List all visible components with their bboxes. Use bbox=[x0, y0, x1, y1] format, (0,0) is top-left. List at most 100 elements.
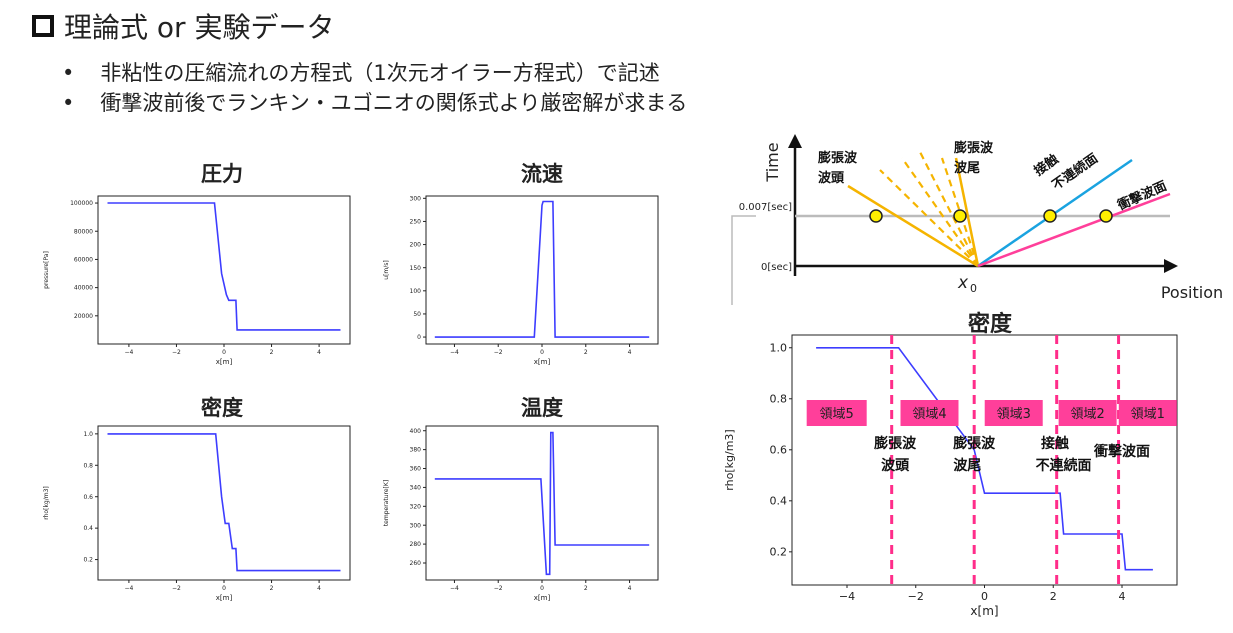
x-tick-label: −2 bbox=[494, 585, 503, 592]
y-tick-label: 0.8 bbox=[770, 393, 788, 406]
t1-label: 0.007[sec] bbox=[739, 202, 792, 213]
y-tick-label: 260 bbox=[410, 560, 422, 567]
x-tick-label: −2 bbox=[908, 590, 924, 603]
head-label-2: 波頭 bbox=[818, 170, 845, 186]
x-tick-label: 0 bbox=[540, 585, 544, 592]
x-axis-label: x[m] bbox=[534, 358, 551, 366]
y-tick-label: 0 bbox=[417, 334, 421, 341]
intersection-point bbox=[1099, 209, 1113, 223]
chart-title-temperature: 温度 bbox=[521, 396, 563, 420]
series-line bbox=[107, 433, 341, 572]
series-line bbox=[434, 431, 650, 576]
bullet-item: • 衝撃波前後でランキン・ユゴニオの関係式より厳密解が求まる bbox=[62, 91, 688, 115]
region-label: 領域5 bbox=[820, 406, 854, 422]
annotation-label: 膨張波 bbox=[953, 435, 996, 452]
x-tick-label: −4 bbox=[450, 585, 459, 592]
y-tick-label: 0.2 bbox=[83, 557, 93, 564]
x-tick-label: 0 bbox=[540, 349, 544, 356]
expansion-fan-line bbox=[940, 157, 980, 267]
series-line bbox=[816, 346, 1153, 571]
density-detail-chart: −4 −2 0 2 4 0.2 0.4 0.6 0.8 1.0 x[m] rho[kg/m3] 領域5 領… bbox=[723, 334, 1178, 618]
time-arrow-icon bbox=[788, 134, 802, 148]
chart-title-pressure: 圧力 bbox=[201, 162, 243, 186]
y-tick-label: 1.0 bbox=[83, 431, 93, 438]
region-box bbox=[900, 400, 959, 426]
y-axis-label: rho[kg/m3] bbox=[723, 429, 736, 490]
expansion-fan-line bbox=[901, 157, 979, 267]
x-tick-label: 2 bbox=[1050, 590, 1057, 603]
y-axis-label: rho[kg/m3] bbox=[43, 486, 50, 519]
region-box bbox=[984, 400, 1043, 426]
x-axis-label: x[m] bbox=[970, 604, 998, 618]
y-axis-label: pressure[Pa] bbox=[43, 251, 50, 289]
slide-title-text: 理論式 or 実験データ bbox=[64, 11, 335, 44]
y-tick-label: 1.0 bbox=[770, 342, 788, 355]
chart-title-density: 密度 bbox=[201, 396, 243, 420]
x-tick-label: 4 bbox=[628, 349, 632, 356]
x-tick-label: −4 bbox=[839, 590, 855, 603]
y-tick-label: 300 bbox=[410, 195, 422, 202]
bullet-item: • 非粘性の圧縮流れの方程式（1次元オイラー方程式）で記述 bbox=[62, 61, 660, 85]
connector-line bbox=[731, 215, 756, 305]
x-tick-label: 4 bbox=[1119, 590, 1126, 603]
intersection-point bbox=[953, 209, 967, 223]
y-tick-label: 100000 bbox=[70, 200, 93, 207]
checkbox-square-icon bbox=[32, 15, 54, 37]
y-tick-label: 50 bbox=[413, 311, 421, 318]
x-tick-label: −4 bbox=[124, 349, 133, 356]
x-tick-label: 4 bbox=[317, 349, 321, 356]
region-label: 領域2 bbox=[1070, 406, 1104, 422]
x-tick-label: −4 bbox=[124, 585, 133, 592]
region-label: 領域1 bbox=[1131, 406, 1165, 422]
y-tick-label: 0.6 bbox=[770, 444, 788, 457]
expansion-fan-line bbox=[919, 151, 979, 267]
y-tick-label: 0.6 bbox=[83, 494, 93, 501]
tail-label-2: 波尾 bbox=[954, 160, 980, 176]
t0-label: 0[sec] bbox=[761, 262, 792, 273]
series-line bbox=[107, 202, 341, 331]
y-tick-label: 0.4 bbox=[770, 495, 788, 508]
series-line bbox=[434, 200, 650, 338]
bullet-list: • 非粘性の圧縮流れの方程式（1次元オイラー方程式）で記述 • 衝撃波前後でランキン… bbox=[62, 58, 687, 118]
x-axis-label: x[m] bbox=[216, 594, 233, 602]
annotation-label: 不連続面 bbox=[1036, 457, 1092, 474]
y-tick-label: 0.4 bbox=[83, 525, 93, 532]
x-tick-label: 0 bbox=[981, 590, 988, 603]
x-tick-label: 2 bbox=[270, 585, 274, 592]
y-tick-label: 60000 bbox=[74, 257, 93, 264]
y-tick-label: 150 bbox=[410, 265, 422, 272]
y-tick-label: 380 bbox=[410, 447, 422, 454]
y-axis-label: u[m/s] bbox=[383, 260, 390, 279]
y-tick-label: 80000 bbox=[74, 228, 93, 235]
expansion-fan-line bbox=[879, 169, 979, 267]
x-tick-label: 2 bbox=[584, 585, 588, 592]
chart-title-velocity: 流速 bbox=[521, 162, 563, 186]
region-box bbox=[1058, 400, 1117, 426]
origin-sub-label: 0 bbox=[970, 282, 977, 295]
y-tick-label: 0.2 bbox=[770, 546, 788, 559]
position-arrow-icon bbox=[1164, 259, 1178, 273]
y-tick-label: 200 bbox=[410, 242, 422, 249]
annotation-label: 衝撃波面 bbox=[1093, 443, 1150, 460]
annotation-label: 接触 bbox=[1041, 435, 1069, 452]
x-tick-label: 2 bbox=[584, 349, 588, 356]
x-tick-label: −2 bbox=[172, 585, 181, 592]
y-tick-label: 300 bbox=[410, 522, 422, 529]
x-tick-label: −4 bbox=[450, 349, 459, 356]
plot-frame bbox=[97, 195, 351, 345]
y-tick-label: 20000 bbox=[74, 313, 93, 320]
x-tick-label: 0 bbox=[222, 585, 226, 592]
expansion-tail-line bbox=[954, 157, 980, 267]
y-tick-label: 0.8 bbox=[83, 462, 93, 469]
density-chart: −4 −2 0 2 4 0.2 0.4 0.6 0.8 1.0 x[m] rho[kg/m3] bbox=[43, 425, 351, 602]
intersection-point bbox=[1043, 209, 1057, 223]
shock-label: 衝撃波面 bbox=[1114, 178, 1169, 214]
y-tick-label: 250 bbox=[410, 219, 422, 226]
x-tick-label: 2 bbox=[270, 349, 274, 356]
y-axis-label: temperature[K] bbox=[383, 480, 390, 526]
x-axis-label: x[m] bbox=[534, 594, 551, 602]
x-tick-label: 4 bbox=[317, 585, 321, 592]
x-tick-label: −2 bbox=[172, 349, 181, 356]
y-tick-label: 340 bbox=[410, 485, 422, 492]
position-axis-label: Position bbox=[1161, 283, 1223, 302]
